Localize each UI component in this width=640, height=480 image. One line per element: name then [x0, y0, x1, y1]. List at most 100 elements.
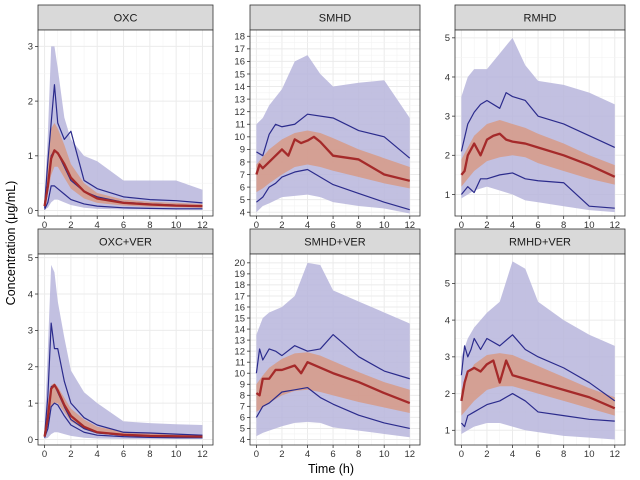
y-tick-label: 1: [445, 426, 450, 437]
observed-median-line: [255, 135, 411, 182]
panel-border: [249, 253, 421, 446]
panel-strip: [249, 228, 421, 255]
y-tick-label: 3: [28, 42, 33, 53]
x-tick-label: 6: [535, 449, 540, 460]
y-tick-label: 8: [240, 157, 245, 168]
panel-strip: [37, 228, 214, 255]
x-tick-label: 4: [305, 449, 310, 460]
y-tick-label: 18: [234, 32, 245, 43]
y-tick-label: 4: [445, 315, 450, 326]
panel-title: SMHD+VER: [304, 237, 365, 249]
y-tick-label: 5: [28, 253, 33, 264]
x-axis: 0 2 4 6 8 10 12: [42, 216, 208, 231]
panel-title: OXC: [114, 13, 138, 25]
x-tick-label: 10: [171, 449, 182, 460]
x-axis: 0 2 4 6 8 10 12: [42, 445, 208, 460]
x-tick-label: 6: [330, 449, 335, 460]
observed-percentile-line: [460, 392, 615, 428]
y-tick-label: 6: [240, 182, 245, 193]
x-tick-label: 4: [95, 220, 100, 231]
y-tick-label: 7: [240, 402, 245, 413]
observed-percentile-line: [43, 84, 203, 206]
y-tick-label: 9: [240, 145, 245, 156]
y-tick-label: 20: [234, 258, 245, 269]
plot-area: [43, 46, 203, 210]
observed-percentile-line: [44, 402, 203, 439]
model-median-ci-band: [461, 353, 615, 416]
y-tick-label: 17: [234, 44, 245, 55]
x-tick-label: 0: [42, 449, 47, 460]
x-axis-title: Time (h): [308, 462, 354, 476]
panel-border: [37, 29, 214, 217]
panel-border: [37, 253, 214, 446]
x-tick-label: 6: [330, 220, 335, 231]
observed-percentile-line: [255, 386, 410, 430]
prediction-interval-band: [44, 264, 203, 439]
observed-percentile-line: [256, 113, 411, 159]
observed-percentile-line: [460, 92, 616, 152]
y-tick-label: 3: [445, 352, 450, 363]
panel-title: OXC+VER: [99, 237, 152, 249]
observed-median-line: [43, 149, 203, 208]
panel-border: [454, 29, 626, 217]
x-tick-label: 8: [147, 220, 152, 231]
x-tick-label: 0: [254, 220, 259, 231]
y-tick-label: 1: [445, 190, 450, 201]
observed-percentile-line: [44, 185, 203, 210]
x-tick-label: 12: [404, 220, 415, 231]
y-tick-label: 2: [445, 151, 450, 162]
y-tick-label: 15: [234, 313, 245, 324]
y-tick-label: 3: [445, 111, 450, 122]
plot-area: [43, 264, 203, 439]
y-tick-label: 12: [234, 107, 245, 118]
y-tick-label: 5: [445, 279, 450, 290]
y-tick-label: 13: [234, 335, 245, 346]
x-tick-label: 2: [484, 220, 489, 231]
observed-percentile-line: [255, 334, 410, 380]
observed-percentile-line: [460, 172, 615, 209]
y-tick-label: 9: [240, 380, 245, 391]
x-tick-label: 10: [171, 220, 182, 231]
y-tick-label: 4: [240, 435, 245, 446]
x-tick-label: 10: [584, 220, 595, 231]
x-tick-label: 4: [305, 220, 310, 231]
panel-border: [249, 29, 421, 217]
y-tick-label: 4: [28, 289, 33, 300]
model-median-ci-band: [256, 352, 410, 413]
y-tick-label: 12: [234, 346, 245, 357]
y-tick-label: 17: [234, 291, 245, 302]
observed-percentile-line: [460, 334, 616, 402]
x-axis: 0 2 4 6 8 10 12: [459, 216, 620, 231]
y-tick-label: 14: [234, 324, 245, 335]
observed-median-line: [460, 359, 616, 410]
panel-strip: [454, 228, 626, 255]
x-tick-label: 6: [121, 220, 126, 231]
y-tick-label: 7: [240, 170, 245, 181]
y-axis: 1 2 3 4 5: [445, 33, 455, 201]
x-tick-label: 4: [510, 449, 515, 460]
prediction-interval-band: [44, 46, 203, 210]
model-median-ci-band: [256, 130, 410, 193]
y-tick-label: 16: [234, 57, 245, 68]
plot-area: [460, 37, 616, 213]
x-tick-label: 8: [561, 220, 566, 231]
model-median-ci-band: [44, 383, 203, 438]
x-tick-label: 8: [147, 449, 152, 460]
y-tick-label: 16: [234, 302, 245, 313]
x-axis: 0 2 4 6 8 10 12: [254, 445, 415, 460]
x-tick-label: 2: [279, 449, 284, 460]
panel-title: RMHD+VER: [509, 237, 571, 249]
x-tick-label: 2: [68, 220, 73, 231]
y-tick-label: 18: [234, 280, 245, 291]
y-tick-label: 13: [234, 94, 245, 105]
x-tick-label: 4: [95, 449, 100, 460]
y-axis: 0 1 2 3 4 5: [28, 253, 38, 446]
y-tick-label: 2: [445, 389, 450, 400]
plot-area: [255, 262, 411, 438]
observed-median-line: [460, 132, 616, 178]
observed-percentile-line: [43, 322, 203, 436]
